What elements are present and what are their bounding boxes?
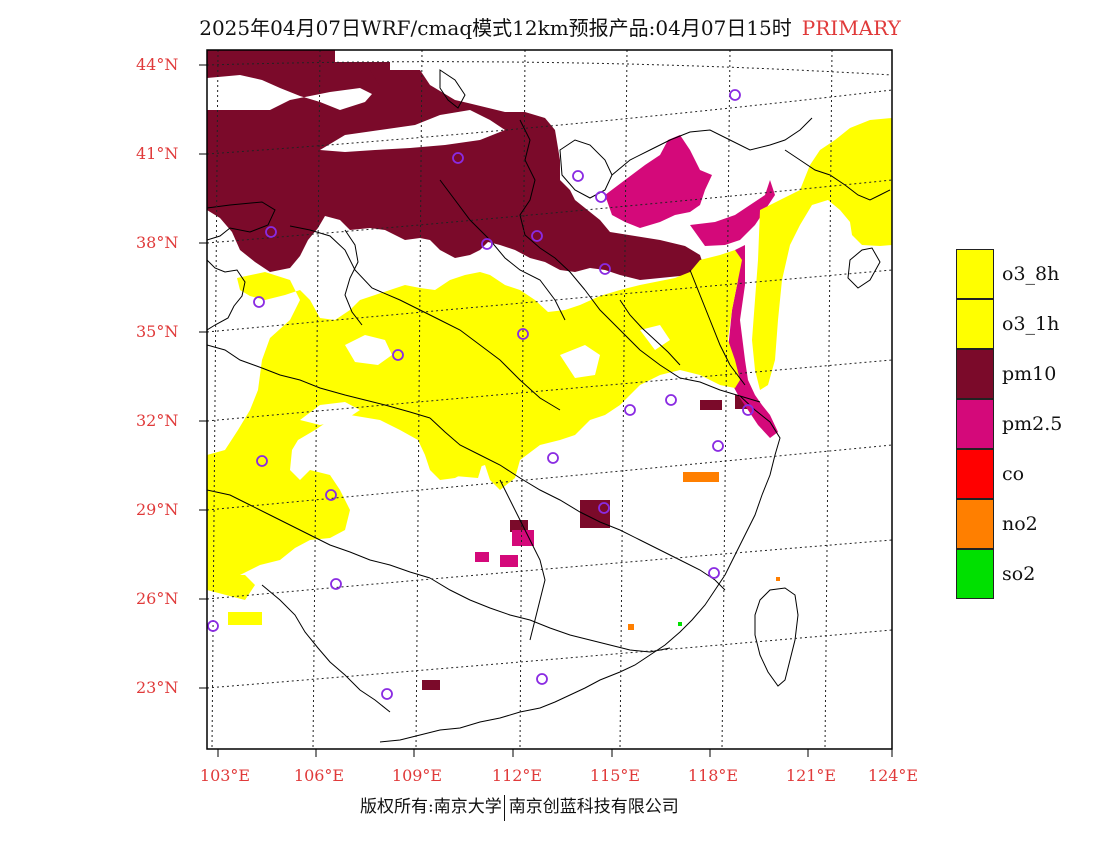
- lat-label-41n: 41°N: [136, 144, 179, 163]
- footer-divider: [503, 794, 505, 821]
- legend-label: so2: [1002, 563, 1036, 585]
- legend-label: o3_1h: [1002, 313, 1060, 335]
- so2-regions: [678, 622, 682, 626]
- station-marker[interactable]: [624, 404, 636, 416]
- legend-swatch: [956, 399, 994, 449]
- legend-swatch: [956, 549, 994, 599]
- station-marker[interactable]: [452, 152, 464, 164]
- legend-label: pm10: [1002, 363, 1057, 385]
- station-marker[interactable]: [253, 296, 265, 308]
- pollutant-legend: o3_8h o3_1h pm10 pm2.5 co no2 so2: [956, 249, 1086, 599]
- map-frame: [206, 49, 893, 750]
- primary-tag: PRIMARY: [801, 16, 901, 40]
- legend-swatch: [956, 299, 994, 349]
- clear-patches: [207, 75, 610, 195]
- station-marker[interactable]: [536, 673, 548, 685]
- lat-label-26n: 26°N: [136, 589, 179, 608]
- lat-label-29n: 29°N: [136, 500, 179, 519]
- station-marker[interactable]: [531, 230, 543, 242]
- lon-label-112e: 112°E: [491, 766, 543, 785]
- copyright-footer: 版权所有:南京大学 南京创蓝科技有限公司: [360, 792, 679, 821]
- station-marker[interactable]: [729, 89, 741, 101]
- lon-label-106e: 106°E: [293, 766, 345, 785]
- title-text: 2025年04月07日WRF/cmaq模式12km预报产品:04月07日15时: [199, 16, 792, 40]
- legend-item-no2: no2: [956, 499, 1086, 549]
- station-marker[interactable]: [256, 455, 268, 467]
- station-marker[interactable]: [742, 404, 754, 416]
- lon-label-118e: 118°E: [687, 766, 739, 785]
- station-markers: [207, 89, 754, 700]
- map-layers: [207, 50, 892, 749]
- lat-label-38n: 38°N: [136, 233, 179, 252]
- legend-label: pm2.5: [1002, 413, 1063, 435]
- legend-item-o3-8h: o3_8h: [956, 249, 1086, 299]
- station-marker[interactable]: [517, 328, 529, 340]
- lon-label-109e: 109°E: [391, 766, 443, 785]
- legend-item-so2: so2: [956, 549, 1086, 599]
- station-marker[interactable]: [207, 620, 219, 632]
- station-marker[interactable]: [572, 170, 584, 182]
- lat-label-35n: 35°N: [136, 322, 179, 341]
- legend-item-o3-1h: o3_1h: [956, 299, 1086, 349]
- station-marker[interactable]: [325, 489, 337, 501]
- lat-label-32n: 32°N: [136, 411, 179, 430]
- legend-swatch: [956, 449, 994, 499]
- legend-label: co: [1002, 463, 1025, 485]
- graticule: [207, 50, 892, 749]
- station-marker[interactable]: [599, 263, 611, 275]
- legend-swatch: [956, 499, 994, 549]
- station-marker[interactable]: [598, 502, 610, 514]
- station-marker[interactable]: [712, 440, 724, 452]
- station-marker[interactable]: [330, 578, 342, 590]
- copyright-left: 版权所有:南京大学: [360, 797, 502, 817]
- map-title: 2025年04月07日WRF/cmaq模式12km预报产品:04月07日15时 P…: [0, 12, 1100, 41]
- legend-swatch: [956, 249, 994, 299]
- lon-label-115e: 115°E: [589, 766, 641, 785]
- station-marker[interactable]: [381, 688, 393, 700]
- o3-clear-patches: [300, 325, 670, 425]
- lat-label-23n: 23°N: [136, 678, 179, 697]
- legend-swatch: [956, 349, 994, 399]
- legend-item-pm25: pm2.5: [956, 399, 1086, 449]
- o3-regions: [207, 118, 892, 625]
- lon-label-121e: 121°E: [785, 766, 837, 785]
- legend-item-co: co: [956, 449, 1086, 499]
- lat-label-44n: 44°N: [136, 55, 179, 74]
- legend-item-pm10: pm10: [956, 349, 1086, 399]
- station-marker[interactable]: [547, 452, 559, 464]
- pm25-regions: [475, 135, 778, 567]
- lon-label-124e: 124°E: [867, 766, 919, 785]
- station-marker[interactable]: [481, 238, 493, 250]
- axis-ticks: [199, 64, 893, 757]
- station-marker[interactable]: [708, 567, 720, 579]
- legend-label: o3_8h: [1002, 263, 1060, 285]
- station-marker[interactable]: [392, 349, 404, 361]
- station-marker[interactable]: [265, 226, 277, 238]
- copyright-right: 南京创蓝科技有限公司: [508, 797, 679, 817]
- station-marker[interactable]: [665, 394, 677, 406]
- station-marker[interactable]: [595, 191, 607, 203]
- lon-label-103e: 103°E: [199, 766, 251, 785]
- no2-regions: [628, 472, 780, 630]
- legend-label: no2: [1002, 513, 1038, 535]
